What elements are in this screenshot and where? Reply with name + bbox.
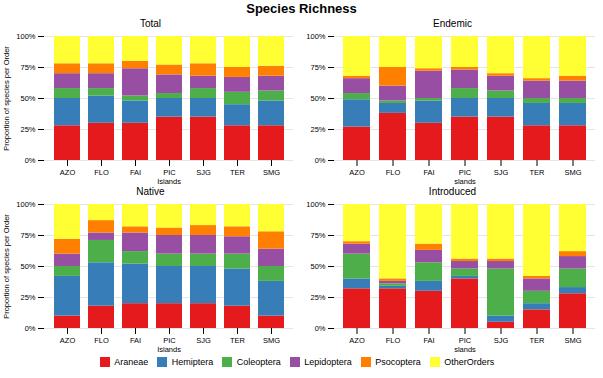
svg-text:100%: 100% <box>306 200 326 209</box>
svg-text:50%: 50% <box>310 94 325 103</box>
svg-text:TER: TER <box>530 336 546 345</box>
html-text:Introduced: Introduced <box>428 186 477 197</box>
svg-text:SMG: SMG <box>564 336 581 345</box>
svg-text:AZO: AZO <box>349 336 365 345</box>
svg-text:50%: 50% <box>20 94 35 103</box>
html-text:Endemic: Endemic <box>433 18 472 29</box>
svg-text:FAI: FAI <box>130 336 141 345</box>
svg-text:SJG: SJG <box>196 168 211 177</box>
svg-text:0%: 0% <box>315 156 326 165</box>
html-text:Hemiptera: Hemiptera <box>171 356 214 367</box>
html-text:Lepidoptera: Lepidoptera <box>304 356 352 367</box>
svg-text:Proportion of species per Orde: Proportion of species per Order <box>2 46 11 151</box>
svg-text:25%: 25% <box>310 293 325 302</box>
svg-text:0%: 0% <box>25 324 36 333</box>
html-text:Araneae: Araneae <box>114 356 149 367</box>
svg-text:SJG: SJG <box>494 336 509 345</box>
svg-text:FLO: FLO <box>386 336 401 345</box>
svg-text:PIC: PIC <box>163 336 176 345</box>
svg-text:75%: 75% <box>20 63 35 72</box>
svg-text:100%: 100% <box>16 200 36 209</box>
svg-text:SJG: SJG <box>494 168 509 177</box>
svg-text:75%: 75% <box>20 231 35 240</box>
html-text:Psocoptera: Psocoptera <box>375 356 421 367</box>
html-text:Coleoptera: Coleoptera <box>236 356 281 367</box>
svg-text:slands: slands <box>454 177 476 186</box>
svg-text:FLO: FLO <box>94 168 109 177</box>
svg-text:0%: 0% <box>315 324 326 333</box>
svg-text:50%: 50% <box>310 262 325 271</box>
svg-text:25%: 25% <box>20 293 35 302</box>
svg-text:FLO: FLO <box>386 168 401 177</box>
svg-text:TER: TER <box>230 168 246 177</box>
svg-text:FAI: FAI <box>423 168 434 177</box>
svg-text:slands: slands <box>454 345 476 354</box>
svg-text:0%: 0% <box>25 156 36 165</box>
html-text:OtherOrders: OtherOrders <box>444 356 495 367</box>
svg-text:PIC: PIC <box>459 168 472 177</box>
svg-text:FAI: FAI <box>130 168 141 177</box>
svg-text:25%: 25% <box>310 125 325 134</box>
svg-text:TER: TER <box>530 168 546 177</box>
svg-text:PIC: PIC <box>163 168 176 177</box>
svg-text:PIC: PIC <box>459 336 472 345</box>
svg-text:FAI: FAI <box>423 336 434 345</box>
svg-text:SJG: SJG <box>196 336 211 345</box>
svg-text:Islands: Islands <box>157 345 181 354</box>
svg-text:AZO: AZO <box>60 168 76 177</box>
svg-text:SMG: SMG <box>263 168 280 177</box>
svg-text:100%: 100% <box>306 32 326 41</box>
svg-text:Proportion of species per Orde: Proportion of species per Order <box>2 214 11 319</box>
svg-text:SMG: SMG <box>564 168 581 177</box>
html-text:Total: Total <box>139 18 162 29</box>
svg-text:50%: 50% <box>20 262 35 271</box>
html-text:Native: Native <box>136 186 165 197</box>
svg-text:FLO: FLO <box>94 336 109 345</box>
svg-text:100%: 100% <box>16 32 36 41</box>
svg-text:AZO: AZO <box>60 336 76 345</box>
html-text:Species Richness: Species Richness <box>246 1 357 16</box>
svg-text:25%: 25% <box>20 125 35 134</box>
svg-text:75%: 75% <box>310 231 325 240</box>
svg-text:AZO: AZO <box>349 168 365 177</box>
svg-text:SMG: SMG <box>263 336 280 345</box>
svg-text:Islands: Islands <box>157 177 181 186</box>
svg-text:TER: TER <box>230 336 246 345</box>
svg-text:75%: 75% <box>310 63 325 72</box>
